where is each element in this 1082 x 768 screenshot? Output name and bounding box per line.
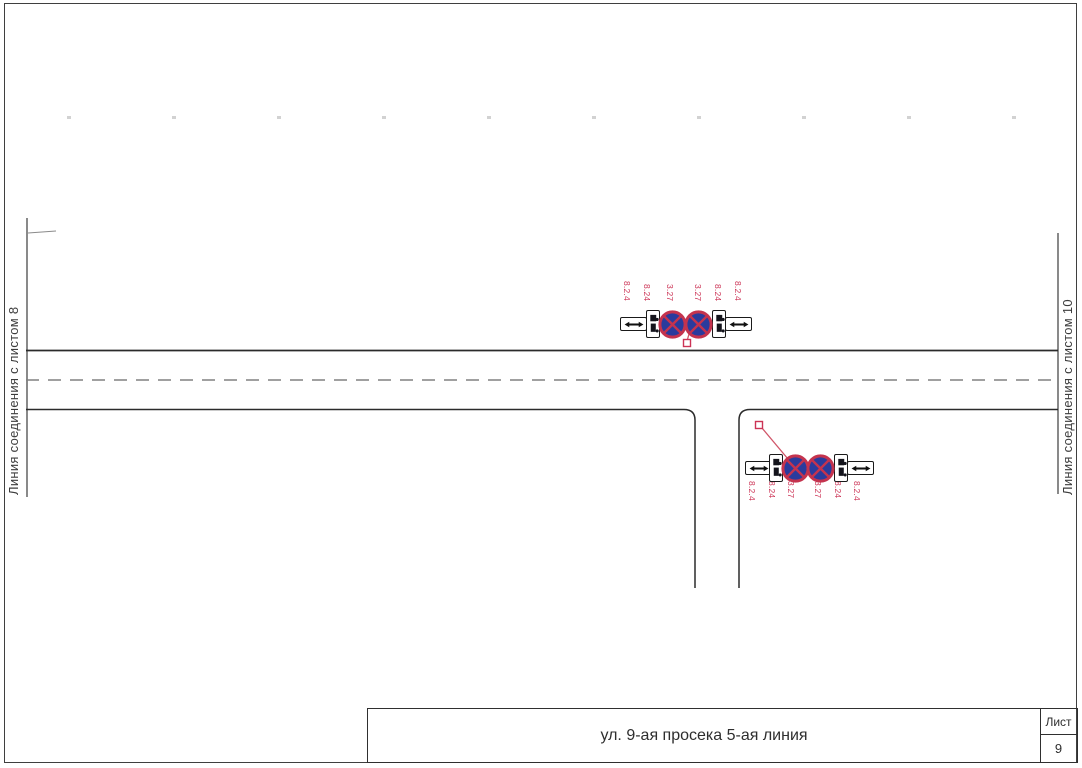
sheet-cell: Лист 9 (1039, 708, 1078, 763)
sign-code-label: 8.24 (833, 481, 843, 499)
sign-code-label: 3.27 (665, 284, 675, 302)
leader-line-bottom-group (761, 427, 789, 460)
road-bottom-edge-left-and-side-street-left (26, 408, 696, 588)
match-line-label-right: Линия соединения с листом 10 (1060, 299, 1075, 495)
sign-code-label: 8.24 (767, 481, 777, 499)
no-stopping-sign-icon (658, 310, 687, 339)
sign-code-label: 3.27 (693, 284, 703, 302)
double-arrow-icon (624, 321, 643, 327)
reference-point-marker-top (682, 338, 692, 348)
tow-truck-icon (649, 314, 659, 332)
sheet-number: 9 (1054, 741, 1063, 756)
match-line-left-tick (27, 230, 57, 234)
tow-truck-icon (772, 458, 782, 476)
double-arrow-icon (851, 465, 870, 471)
match-line-label-left: Линия соединения с листом 8 (6, 306, 21, 495)
tow-truck-icon (837, 458, 847, 476)
double-arrow-icon (749, 465, 768, 471)
tow-truck-icon (715, 314, 725, 332)
no-stopping-sign-icon (684, 310, 713, 339)
reference-point-marker-bottom (754, 420, 764, 430)
extent-arrow-plate-icon (745, 461, 772, 475)
sheet-label: Лист (1040, 709, 1077, 735)
sign-code-label: 8.2.4 (747, 481, 757, 501)
no-stopping-sign-icon (806, 454, 835, 483)
sign-code-label: 8.24 (713, 284, 723, 302)
tow-truck-plate-icon (646, 310, 660, 338)
double-arrow-icon (729, 321, 748, 327)
tow-truck-plate-icon (834, 454, 848, 482)
sign-code-label: 8.2.4 (622, 281, 632, 301)
tow-truck-plate-icon (769, 454, 783, 482)
sign-code-label: 8.2.4 (733, 281, 743, 301)
sign-code-label: 8.2.4 (852, 481, 862, 501)
sign-code-label: 3.27 (786, 481, 796, 499)
title-block: ул. 9-ая просека 5-ая линия (367, 708, 1041, 763)
faint-ruler-ticks (67, 116, 1016, 119)
tow-truck-plate-icon (712, 310, 726, 338)
sign-code-label: 8.24 (642, 284, 652, 302)
sign-code-label: 3.27 (813, 481, 823, 499)
extent-arrow-plate-icon (620, 317, 647, 331)
extent-arrow-plate-icon (847, 461, 874, 475)
extent-arrow-plate-icon (725, 317, 752, 331)
drawing-title: ул. 9-ая просека 5-ая линия (600, 726, 808, 744)
road-bottom-edge-right-and-side-street-right (738, 408, 1058, 588)
